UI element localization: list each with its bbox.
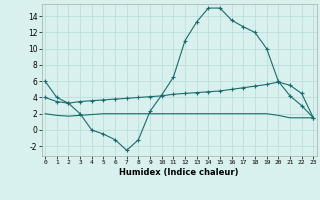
X-axis label: Humidex (Indice chaleur): Humidex (Indice chaleur) xyxy=(119,168,239,177)
